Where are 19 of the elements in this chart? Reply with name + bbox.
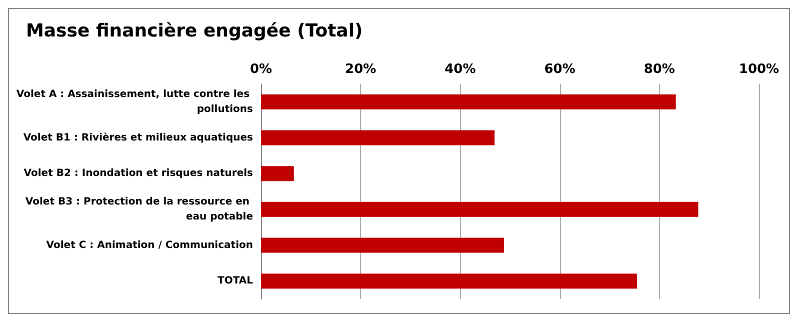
chart-title: Masse financière engagée (Total) bbox=[26, 20, 363, 42]
bar bbox=[261, 94, 676, 110]
x-tick-label: 20% bbox=[345, 62, 376, 77]
bar bbox=[261, 202, 698, 217]
y-tick-label: Volet B3 : Protection de la ressource en eau potable bbox=[25, 196, 254, 222]
y-tick-label: Volet A : Assainissement, lutte contre les pollutions bbox=[16, 88, 254, 115]
y-tick-label: Volet B2 : Inondation et risques naturels bbox=[24, 168, 254, 180]
bar bbox=[261, 166, 294, 182]
x-tick-label: 100% bbox=[738, 62, 780, 77]
bar bbox=[261, 274, 637, 289]
bar bbox=[261, 238, 504, 253]
y-tick-label: Volet C : Animation / Communication bbox=[46, 240, 253, 251]
x-tick-label: 0% bbox=[250, 62, 272, 77]
bar bbox=[261, 130, 495, 146]
y-tick-label: Volet B1 : Rivières et milieux aquatiques bbox=[23, 132, 254, 144]
y-tick-label: TOTAL bbox=[218, 276, 254, 287]
x-tick-label: 40% bbox=[444, 62, 476, 77]
x-tick-label: 80% bbox=[644, 62, 675, 77]
x-tick-label: 60% bbox=[544, 62, 576, 77]
